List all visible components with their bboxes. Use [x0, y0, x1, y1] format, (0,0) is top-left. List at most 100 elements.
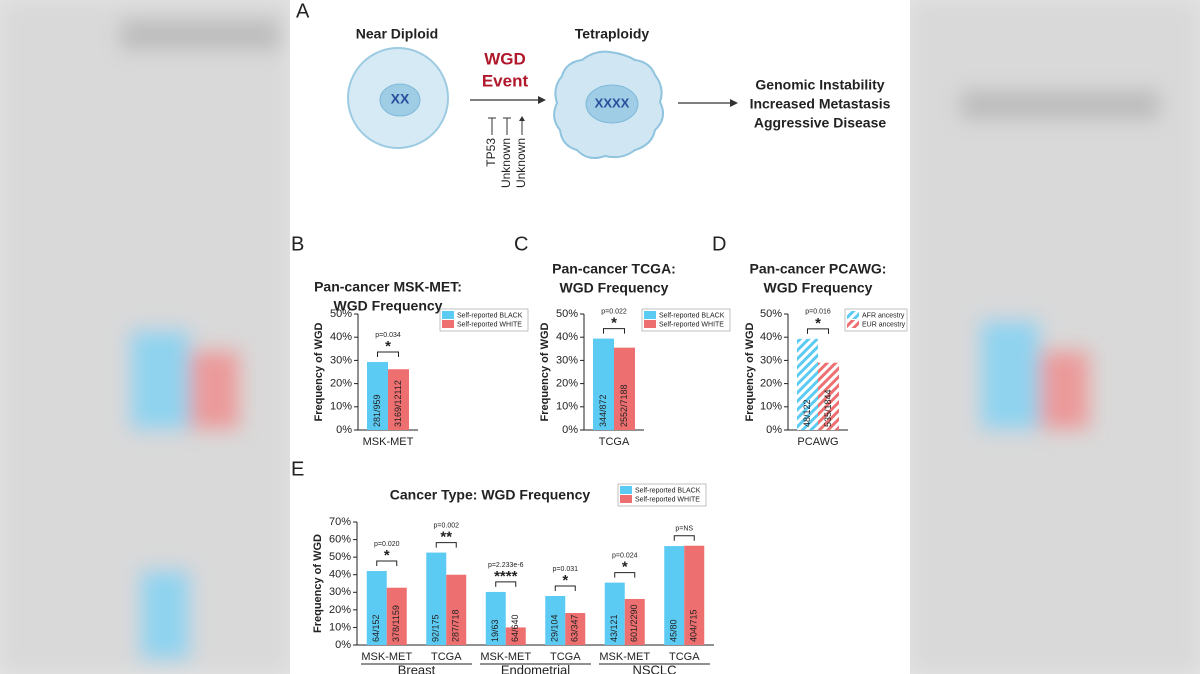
outcome: Aggressive Disease: [754, 115, 887, 131]
bar-count: 2552/7188: [619, 384, 629, 427]
nucleus: [379, 83, 421, 117]
y-tick-label: 10%: [556, 401, 578, 413]
event-label: Event: [482, 71, 529, 90]
significance-bracket: [603, 328, 625, 334]
significance-bracket: [435, 542, 457, 548]
outcome: Increased Metastasis: [750, 96, 891, 112]
group-label: NSCLC: [632, 662, 676, 674]
chart-title: WGD Frequency: [334, 298, 443, 314]
significance-bracket: [614, 572, 636, 578]
bar: [593, 338, 614, 430]
chromosomes: XX: [391, 91, 410, 107]
bar: [797, 338, 818, 430]
regulator-label: Unknown: [514, 138, 528, 188]
bar-count: 43/121: [609, 614, 619, 642]
y-tick-label: 30%: [556, 354, 578, 366]
y-tick-label: 70%: [329, 516, 351, 528]
bar-count: 344/872: [598, 394, 608, 427]
chart-title: WGD Frequency: [764, 280, 873, 296]
bar: [367, 362, 388, 430]
panel-letter: E: [291, 458, 304, 480]
x-tick-label: MSK-MET: [363, 436, 414, 448]
panel-letter: C: [514, 233, 528, 255]
significance-stars: *: [384, 547, 390, 564]
y-tick-label: 30%: [760, 354, 782, 366]
x-tick-label: PCAWG: [797, 436, 838, 448]
bar: [664, 546, 685, 645]
significance-bracket: [377, 351, 399, 358]
bar: [604, 582, 625, 645]
significance-bracket: [554, 585, 576, 591]
bar: [386, 587, 407, 645]
group-label: Endometrial: [501, 662, 570, 674]
y-tick-label: 0%: [336, 424, 352, 436]
p-value: p=0.034: [375, 332, 401, 339]
bar-count: 48/122: [802, 399, 812, 427]
y-tick-label: 10%: [330, 401, 352, 413]
significance-stars: *: [562, 572, 568, 589]
legend-swatch: [847, 320, 859, 328]
bar: [388, 369, 409, 430]
right-label: Tetraploidy: [575, 26, 650, 42]
significance-stars: *: [611, 315, 617, 332]
legend-label: AFR ancestry: [862, 312, 905, 319]
x-tick-label: TCGA: [431, 651, 462, 663]
y-tick-label: 0%: [335, 639, 351, 651]
chart-title: Pan-cancer TCGA:: [552, 261, 676, 277]
bar-count: 64/152: [371, 614, 381, 642]
y-axis-label: Frequency of WGD: [744, 322, 756, 421]
bar-count: 92/175: [431, 614, 441, 642]
legend-swatch: [442, 320, 454, 328]
legend-swatch: [644, 320, 656, 328]
x-tick-label: MSK-MET: [361, 651, 412, 663]
bar-count: 19/63: [490, 619, 500, 642]
significance-stars: **: [440, 529, 452, 546]
bar: [426, 552, 447, 645]
legend-label: Self-reported BLACK: [457, 312, 523, 319]
significance-stars: *: [815, 315, 821, 332]
regulator-label: TP53: [484, 138, 498, 167]
bar: [818, 362, 839, 430]
chart-title: WGD Frequency: [560, 280, 669, 296]
significance-stars: *: [385, 338, 391, 355]
bar: [366, 571, 387, 645]
panel-letter: D: [712, 233, 726, 255]
bar: [565, 613, 586, 645]
p-value: p=0.022: [601, 308, 627, 315]
significance-stars: ****: [494, 568, 518, 585]
legend-swatch: [620, 486, 632, 494]
y-tick-label: 40%: [556, 331, 578, 343]
left-label: Near Diploid: [356, 26, 438, 42]
y-tick-label: 50%: [556, 308, 578, 320]
x-tick-label: TCGA: [669, 651, 700, 663]
y-tick-label: 20%: [556, 378, 578, 390]
bar-count: 45/80: [669, 619, 679, 642]
significance-stars: *: [622, 559, 628, 576]
legend-label: Self-reported WHITE: [457, 321, 522, 328]
y-axis-label: Frequency of WGD: [313, 322, 325, 421]
p-value: p=0.024: [612, 552, 638, 559]
bar-count: 64/640: [510, 614, 520, 642]
nucleus: [585, 84, 639, 124]
bar: [614, 347, 635, 430]
group-label: Breast: [398, 662, 436, 674]
x-tick-label: MSK-MET: [480, 651, 531, 663]
y-axis-label: Frequency of WGD: [539, 322, 551, 421]
legend-label: Self-reported WHITE: [659, 321, 724, 328]
significance-bracket: [495, 581, 517, 587]
p-value: p=0.031: [553, 566, 579, 573]
y-tick-label: 50%: [329, 551, 351, 563]
legend-swatch: [442, 311, 454, 319]
arrowhead: [730, 99, 738, 107]
chart-title: Cancer Type: WGD Frequency: [390, 487, 591, 503]
legend-label: Self-reported BLACK: [635, 487, 701, 494]
p-value: p=0.016: [805, 309, 831, 316]
bar-count: 535/1844: [823, 389, 833, 427]
panel-letter: B: [291, 233, 304, 255]
y-tick-label: 40%: [330, 331, 352, 343]
y-tick-label: 30%: [329, 586, 351, 598]
bar-count: 601/2290: [629, 604, 639, 642]
regulator-label: Unknown: [499, 138, 513, 188]
legend-swatch: [620, 495, 632, 503]
y-tick-label: 40%: [760, 331, 782, 343]
